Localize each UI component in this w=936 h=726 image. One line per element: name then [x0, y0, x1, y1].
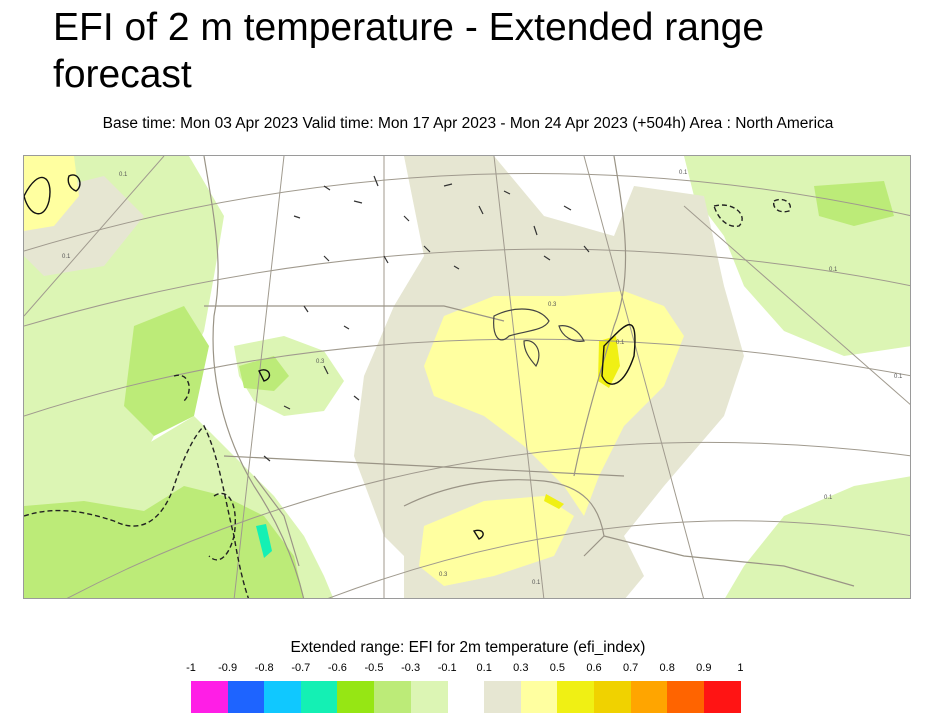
- legend-tick-label: -0.8: [254, 662, 274, 674]
- baja-cyan-patch: [256, 524, 272, 558]
- map-title: EFI of 2 m temperature - Extended range …: [53, 6, 765, 96]
- contour-label: 0.3: [316, 359, 325, 365]
- contour-label: 0.1: [894, 374, 903, 380]
- florida-high-efi-area: [544, 494, 564, 509]
- contour-label: 0.1: [62, 254, 71, 260]
- map-canvas: 0.1 0.1 0.1 0.1 0.3 0.1 0.3 0.1 0.1 0.1 …: [24, 156, 910, 598]
- graticule: [24, 156, 910, 598]
- legend-tick-label: 0.1: [476, 662, 492, 674]
- legend-tick-label: 0.7: [622, 662, 639, 674]
- legend-swatch: [630, 681, 668, 713]
- legend-tick-label: 0.5: [549, 662, 566, 674]
- legend-swatch: [374, 681, 412, 713]
- legend-tick-label: 1: [737, 662, 744, 674]
- legend-tick-label: 0.3: [513, 662, 529, 674]
- legend-swatch: [557, 681, 595, 713]
- legend-color-bar: [0, 681, 936, 713]
- legend-tick-label: -0.7: [291, 662, 311, 674]
- legend-tick-label: 0.9: [696, 662, 712, 674]
- legend-ticks: -1 -0.9 -0.8 -0.7 -0.6 -0.5 -0.3 -0.1 0.1 0.3 0.5 0…: [0, 662, 936, 676]
- map-subtitle: Base time: Mon 03 Apr 2023 Valid time: M…: [102, 115, 834, 132]
- contour-label: 0.1: [616, 340, 625, 346]
- legend-tick-label: -0.1: [437, 662, 457, 674]
- legend-tick-label: -0.9: [218, 662, 238, 674]
- legend-swatch: [300, 681, 338, 713]
- legend-swatch: [410, 681, 448, 713]
- great-lakes: [493, 308, 585, 368]
- legend-tick-label: 0.6: [586, 662, 602, 674]
- legend-swatch: [594, 681, 632, 713]
- legend-tick-label: 0.8: [659, 662, 675, 674]
- legend-swatch: [484, 681, 522, 713]
- efi-map: 0.1 0.1 0.1 0.1 0.3 0.1 0.3 0.1 0.1 0.1 …: [23, 155, 911, 599]
- contour-labels: 0.1 0.1 0.1 0.1 0.3 0.1 0.3 0.1 0.1 0.1 …: [62, 170, 903, 586]
- legend-swatch: [264, 681, 302, 713]
- dashed-contours: [24, 198, 791, 598]
- moderate-negative-areas: [24, 181, 894, 598]
- baja-green-area: [24, 486, 304, 598]
- contour-label: 0.1: [679, 170, 688, 176]
- contour-label: 0.1: [119, 172, 128, 178]
- coastlines: [203, 156, 855, 598]
- rockies-green-patch: [239, 356, 289, 391]
- legend-title: Extended range: EFI for 2m temperature (…: [290, 639, 646, 656]
- legend-tick-label: -0.3: [401, 662, 421, 674]
- contour-label: 0.1: [829, 267, 838, 273]
- contour-label: 0.1: [824, 495, 833, 501]
- west-warm-area: [24, 156, 79, 231]
- contour-label: 0.3: [548, 302, 557, 308]
- west-green-patch: [124, 306, 209, 436]
- legend-swatch: [191, 681, 229, 713]
- legend-tick-label: -0.5: [364, 662, 384, 674]
- contour-label: 0.3: [439, 572, 448, 578]
- legend-tick-label: -1: [186, 662, 196, 674]
- contour-label: 0.1: [532, 580, 541, 586]
- legend-swatch: [667, 681, 705, 713]
- solid-contours: [24, 174, 636, 540]
- legend-swatch: [703, 681, 741, 713]
- legend-swatch: [520, 681, 558, 713]
- east-warm-area: [424, 291, 684, 516]
- canadian-lakes: [263, 175, 590, 462]
- legend-swatch: [227, 681, 265, 713]
- legend-swatch: [337, 681, 375, 713]
- legend-tick-label: -0.6: [327, 662, 347, 674]
- caribbean-green-area: [725, 476, 910, 598]
